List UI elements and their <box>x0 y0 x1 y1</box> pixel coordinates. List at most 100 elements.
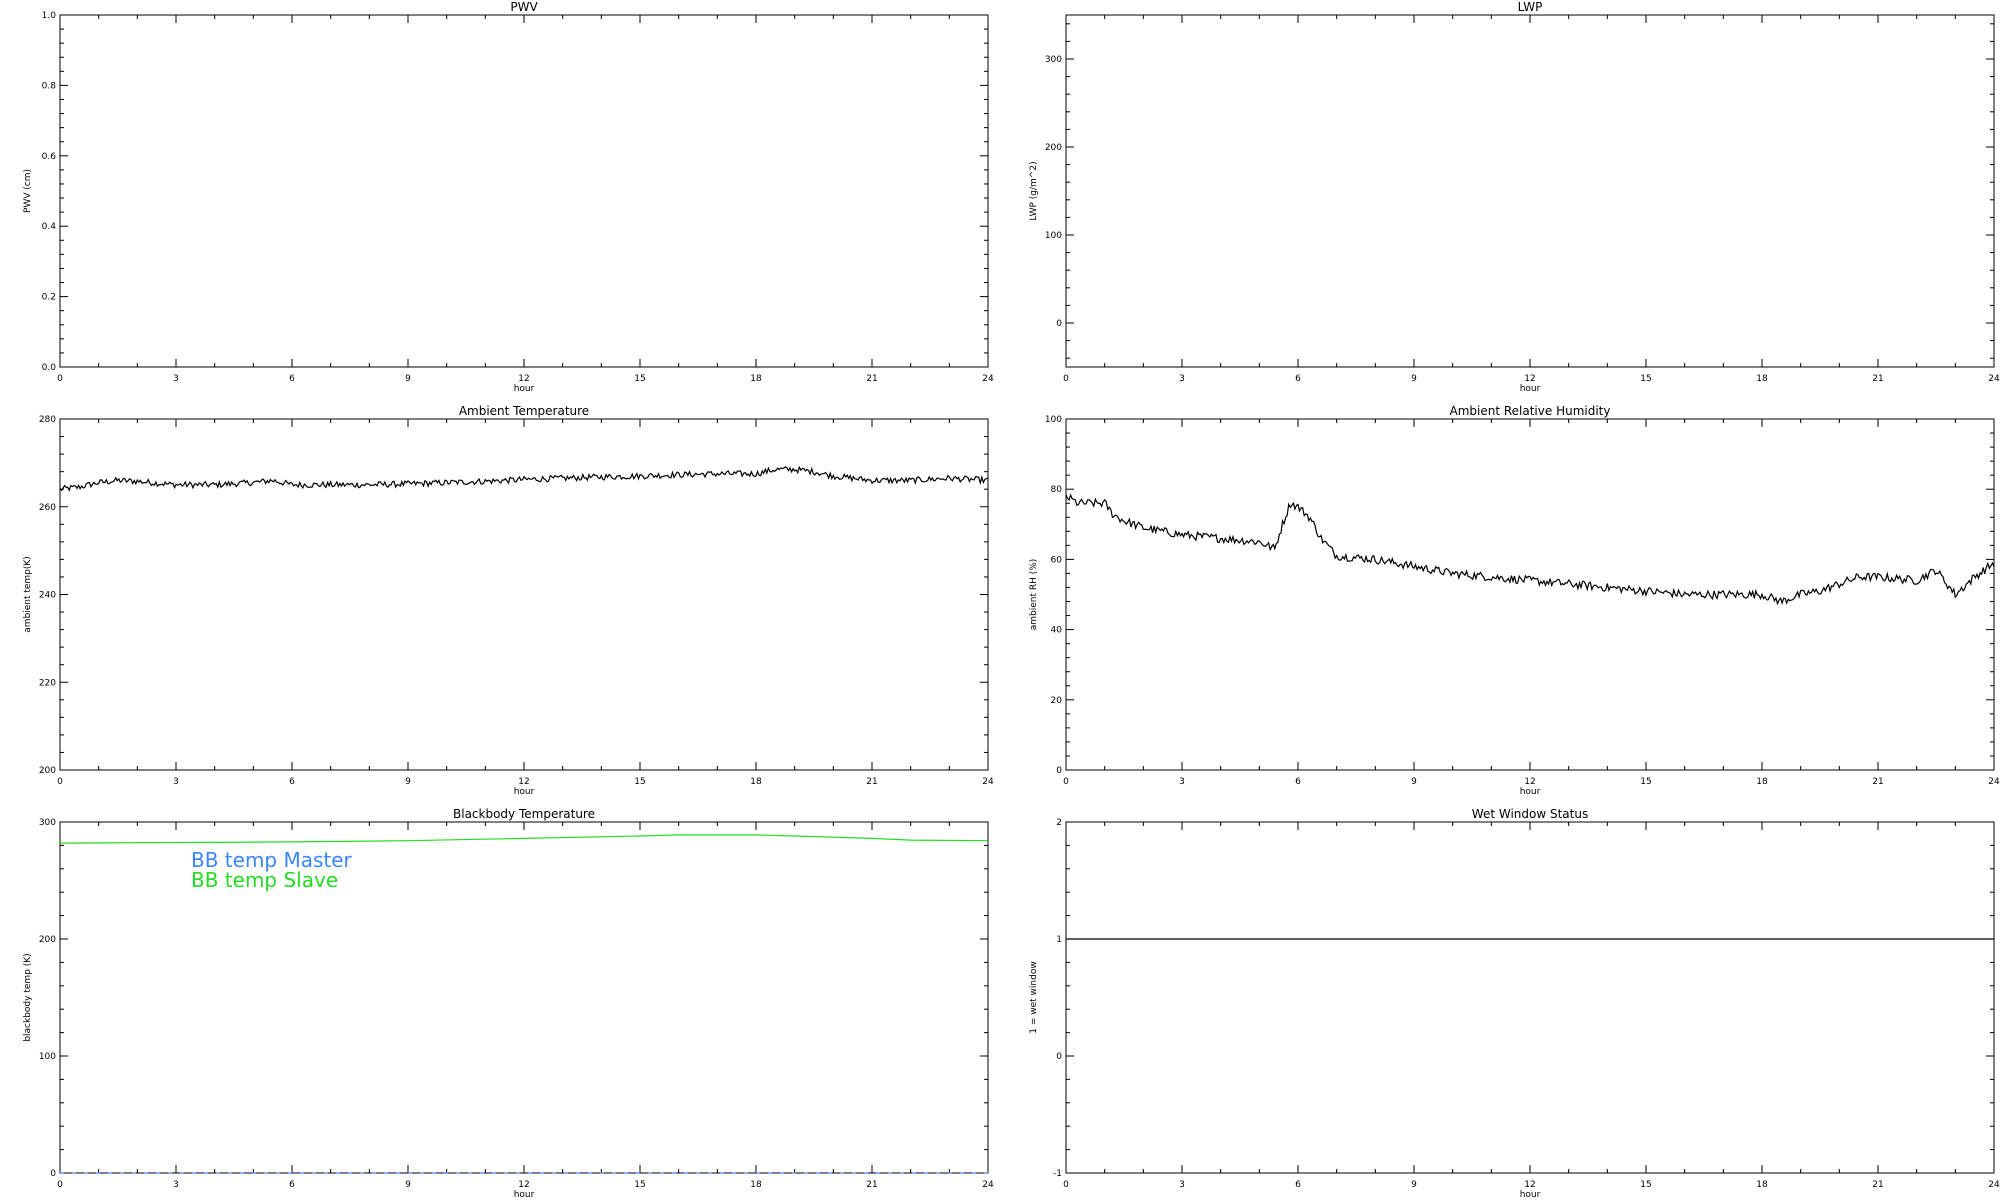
x-tick-label: 12 <box>518 1180 529 1190</box>
x-tick-label: 6 <box>1295 374 1301 384</box>
x-tick-label: 18 <box>750 1180 762 1190</box>
y-tick-label: 0.4 <box>42 222 57 232</box>
y-tick-label: 0 <box>1056 319 1062 329</box>
x-tick-label: 18 <box>1756 374 1768 384</box>
x-tick-label: 21 <box>1872 777 1883 787</box>
chart-title: PWV <box>510 0 538 14</box>
chart-ambient-temp: Ambient Temperature 0 3 6 9 12 15 18 21 24 hour 200… <box>23 404 994 797</box>
x-tick-label: 21 <box>866 1180 877 1190</box>
y-tick-label: 20 <box>1051 696 1063 706</box>
chart-lwp: LWP 0 3 6 9 12 15 18 21 24 hour 0 100 200 300 LWP (g/m^… <box>1029 0 2000 394</box>
legend-entry: BB temp Master <box>191 848 353 872</box>
y-tick-label: 0.2 <box>42 293 56 303</box>
y-tick-label: 0.8 <box>42 81 57 91</box>
plot-frame <box>1065 418 1995 771</box>
plot-frame <box>1065 14 1995 368</box>
plot-frame <box>1065 821 1995 1174</box>
x-tick-label: 15 <box>634 1180 645 1190</box>
y-tick-label: 0.6 <box>42 152 57 162</box>
x-tick-label: 6 <box>289 1180 295 1190</box>
y-tick-label: 200 <box>39 766 56 776</box>
y-tick-label: 100 <box>1045 415 1062 425</box>
x-tick-label: 3 <box>173 374 179 384</box>
x-axis-label: hour <box>514 1190 535 1200</box>
x-tick-label: 12 <box>1524 1180 1535 1190</box>
y-tick-label: 0 <box>1056 1052 1062 1062</box>
y-tick-label: 260 <box>39 503 56 513</box>
x-tick-label: 18 <box>750 777 762 787</box>
y-tick-label: 300 <box>39 818 56 828</box>
x-axis-label: hour <box>1520 787 1541 797</box>
x-tick-label: 18 <box>1756 777 1768 787</box>
x-tick-label: 9 <box>405 777 411 787</box>
chart-pwv: PWV 0 3 6 9 12 15 18 21 24 hour 0.0 0.2 0.4 0.6 0.8 1.0 P… <box>23 0 994 394</box>
y-axis-label: LWP (g/m^2) <box>1029 161 1039 220</box>
x-tick-label: 6 <box>1295 777 1301 787</box>
x-tick-label: 12 <box>518 374 529 384</box>
y-tick-label: 300 <box>1045 55 1062 65</box>
x-tick-label: 15 <box>1640 374 1651 384</box>
y-tick-label: 80 <box>1051 485 1063 495</box>
chart-title: Wet Window Status <box>1472 807 1588 821</box>
x-axis-label: hour <box>514 787 535 797</box>
x-tick-label: 15 <box>634 374 645 384</box>
plot-frame <box>59 418 989 771</box>
x-tick-label: 6 <box>289 777 295 787</box>
x-tick-label: 9 <box>1411 777 1417 787</box>
x-axis-label: hour <box>1520 384 1541 394</box>
y-tick-label: 100 <box>39 1052 56 1062</box>
y-tick-label: 2 <box>1056 818 1062 828</box>
x-tick-label: 21 <box>866 777 877 787</box>
x-tick-label: 0 <box>1063 777 1069 787</box>
y-axis-label: ambient RH (%) <box>1029 559 1039 631</box>
x-tick-label: 12 <box>1524 374 1535 384</box>
y-tick-label: 100 <box>1045 231 1062 241</box>
chart-title: Ambient Relative Humidity <box>1450 404 1611 418</box>
y-tick-label: -1 <box>1053 1169 1062 1179</box>
y-tick-label: 0 <box>50 1169 56 1179</box>
x-tick-label: 24 <box>982 777 994 787</box>
chart-title: Ambient Temperature <box>459 404 589 418</box>
y-tick-label: 1 <box>1056 935 1062 945</box>
x-tick-label: 24 <box>982 374 994 384</box>
y-tick-label: 200 <box>39 935 56 945</box>
x-tick-label: 3 <box>173 777 179 787</box>
x-tick-label: 0 <box>1063 1180 1069 1190</box>
x-axis-label: hour <box>514 384 535 394</box>
x-tick-label: 3 <box>1179 777 1185 787</box>
chart-title: Blackbody Temperature <box>453 807 595 821</box>
x-tick-label: 6 <box>1295 1180 1301 1190</box>
x-tick-label: 18 <box>750 374 762 384</box>
chart-ambient-rh: Ambient Relative Humidity 0 3 6 9 12 15 18 21 24 h… <box>1029 404 2000 797</box>
x-tick-label: 9 <box>1411 1180 1417 1190</box>
x-tick-label: 0 <box>57 374 63 384</box>
x-axis-label: hour <box>1520 1190 1541 1200</box>
x-tick-label: 3 <box>173 1180 179 1190</box>
series-line <box>59 465 989 492</box>
x-tick-label: 24 <box>982 1180 994 1190</box>
x-tick-label: 12 <box>518 777 529 787</box>
x-tick-label: 15 <box>1640 1180 1651 1190</box>
y-tick-label: 1.0 <box>42 11 57 21</box>
y-tick-label: 220 <box>39 678 56 688</box>
x-tick-label: 21 <box>1872 374 1883 384</box>
series-line <box>1065 493 1995 606</box>
x-tick-label: 9 <box>405 374 411 384</box>
plot-frame <box>59 14 989 368</box>
y-tick-label: 0.0 <box>42 363 57 373</box>
x-tick-label: 21 <box>1872 1180 1883 1190</box>
x-tick-label: 18 <box>1756 1180 1768 1190</box>
chart-title: LWP <box>1518 0 1543 14</box>
x-tick-label: 0 <box>57 777 63 787</box>
x-tick-label: 3 <box>1179 374 1185 384</box>
series-line-bb-temp-slave <box>59 834 989 844</box>
y-axis-label: PWV (cm) <box>23 169 33 213</box>
y-tick-label: 40 <box>1051 626 1063 636</box>
x-tick-label: 0 <box>57 1180 63 1190</box>
y-tick-label: 240 <box>39 591 56 601</box>
x-tick-label: 0 <box>1063 374 1069 384</box>
y-axis-label: ambient temp(K) <box>23 556 33 633</box>
